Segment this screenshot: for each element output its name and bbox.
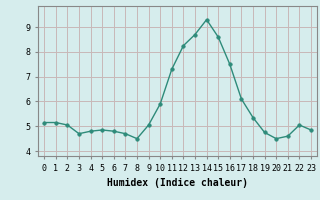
X-axis label: Humidex (Indice chaleur): Humidex (Indice chaleur): [107, 178, 248, 188]
